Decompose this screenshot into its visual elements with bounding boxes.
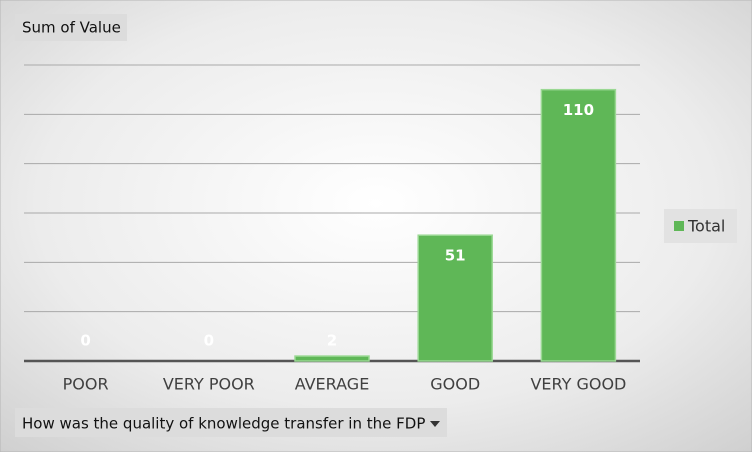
data-label: 0 <box>204 332 214 350</box>
bar <box>417 234 493 362</box>
legend-label: Total <box>687 217 725 236</box>
bar <box>294 355 370 362</box>
x-tick-label: VERY GOOD <box>530 375 626 394</box>
x-tick-label: POOR <box>63 375 109 394</box>
x-axis-title: How was the quality of knowledge transfe… <box>22 415 425 433</box>
data-label: 0 <box>80 332 90 350</box>
bar <box>540 88 617 362</box>
x-tick-label: GOOD <box>430 375 480 394</box>
dropdown-arrow[interactable] <box>430 421 440 427</box>
x-tick-label: AVERAGE <box>295 375 370 394</box>
data-label: 51 <box>445 247 466 265</box>
data-label: 110 <box>563 101 594 119</box>
value-field-button[interactable] <box>15 14 127 41</box>
axis-field-button[interactable] <box>15 408 447 437</box>
legend-swatch <box>674 221 684 231</box>
data-label: 2 <box>327 332 337 350</box>
chart-title: Sum of Value <box>22 19 121 37</box>
x-tick-label: VERY POOR <box>163 375 255 394</box>
